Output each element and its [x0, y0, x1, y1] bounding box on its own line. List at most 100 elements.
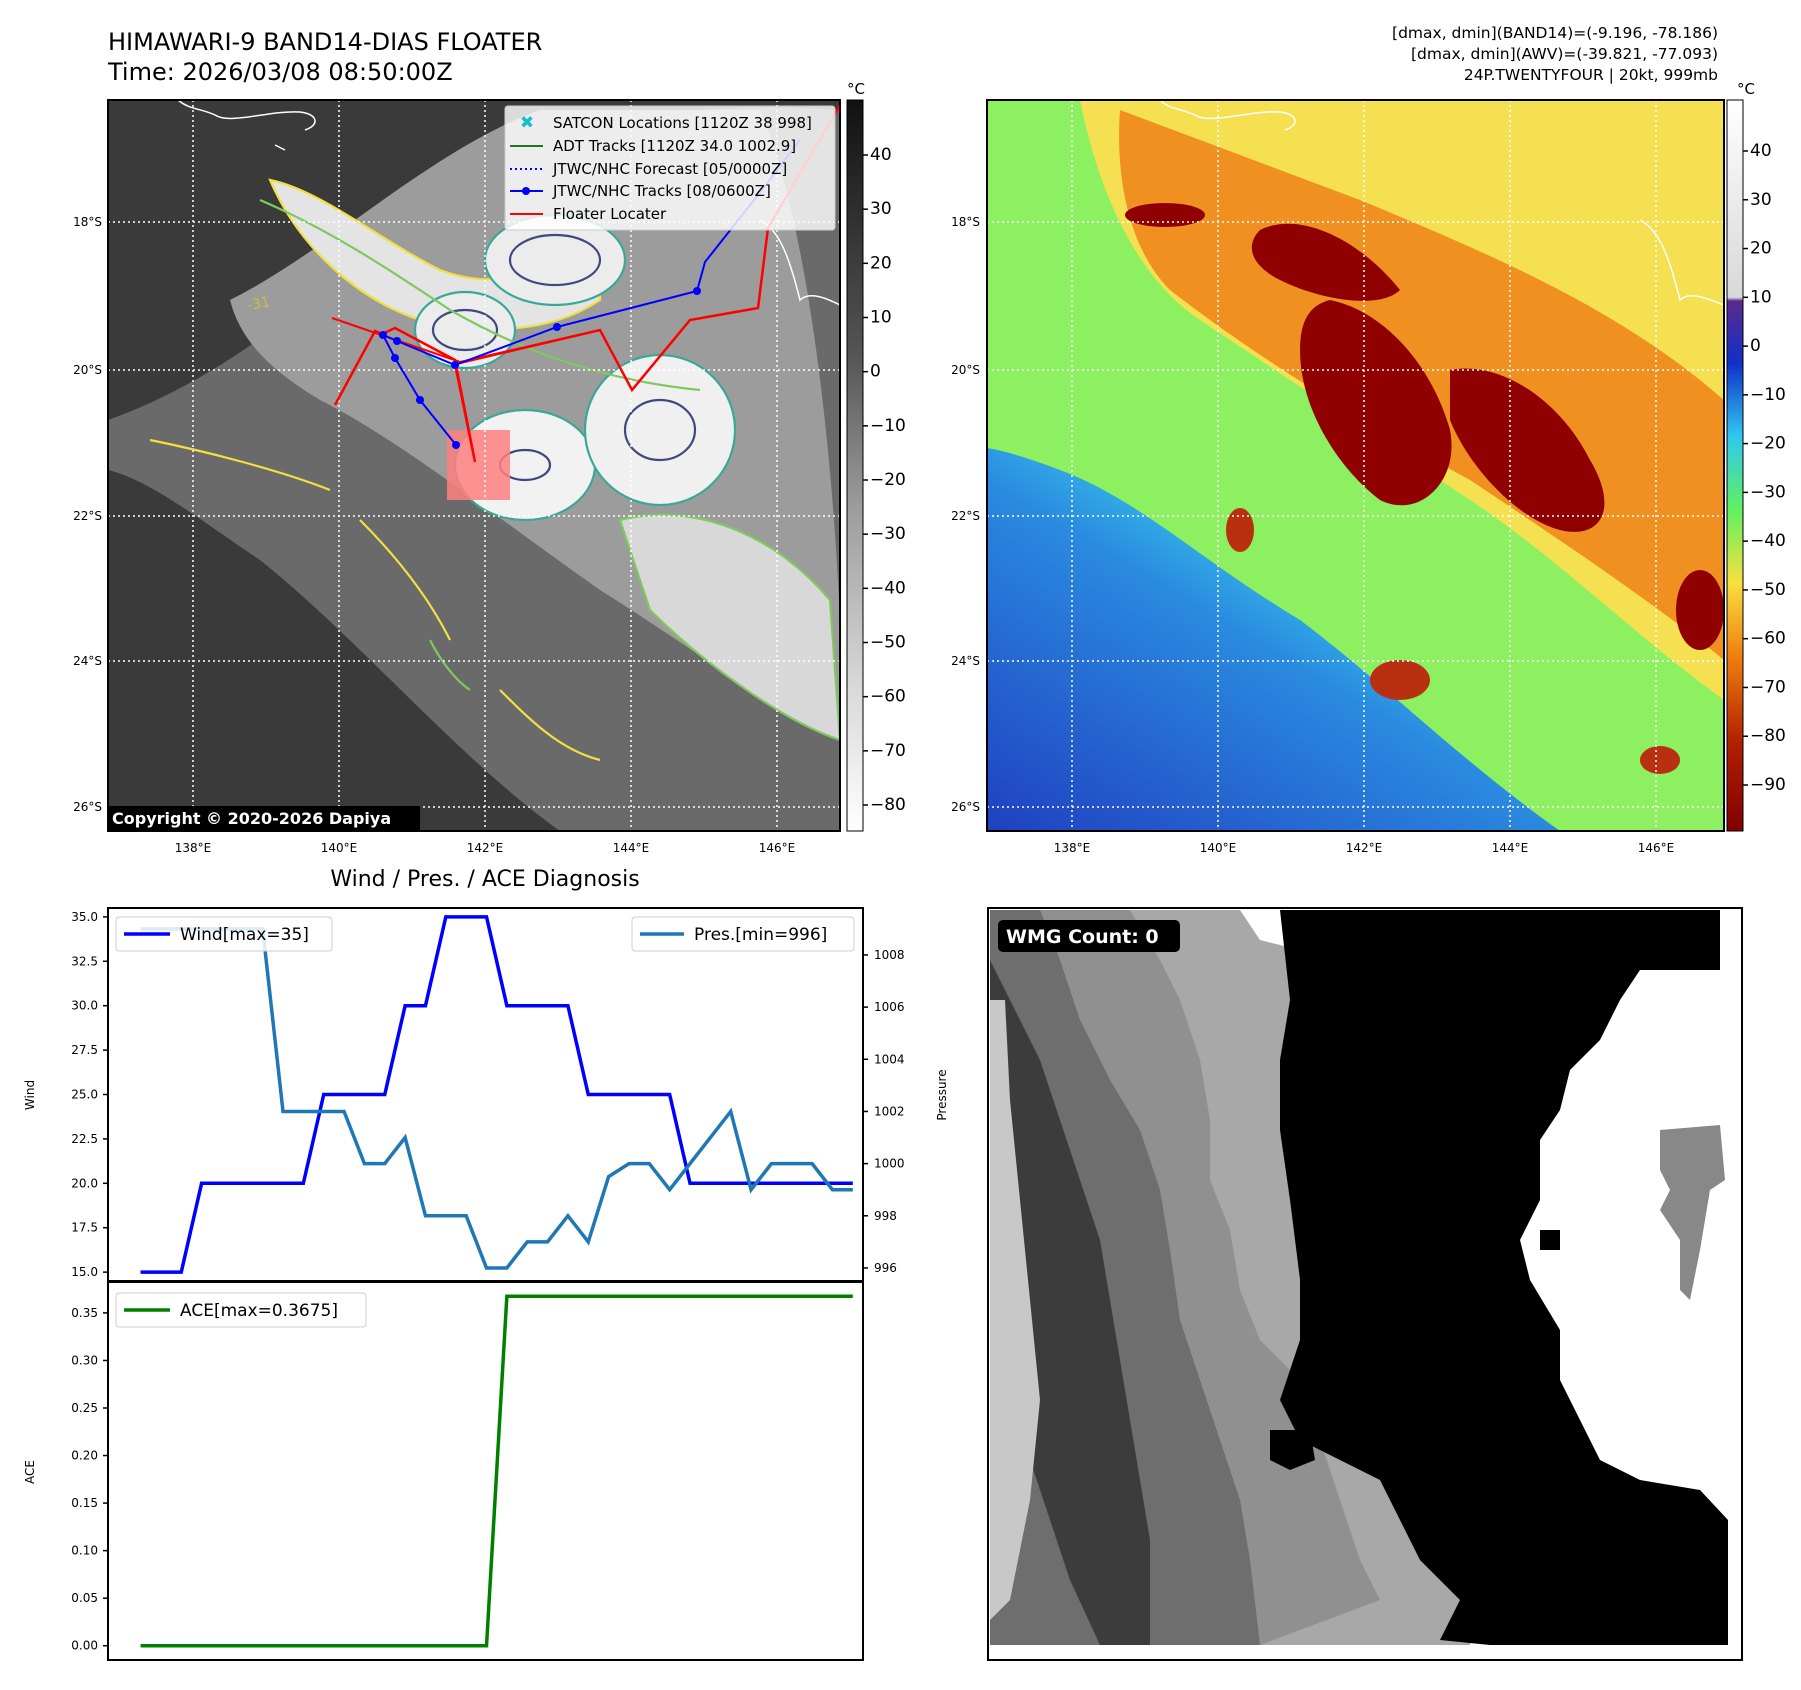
ir-colorbar-tick-label: −30	[870, 524, 906, 544]
legend-floater: Floater Locater	[553, 205, 667, 223]
ace-ylabel: ACE	[23, 1460, 37, 1484]
color-colorbar-tick-label: 10	[1750, 287, 1772, 307]
ace-series-line	[140, 1294, 853, 1648]
lon-tick: 142°E	[467, 841, 504, 855]
wind-tick-label: 27.5	[71, 1043, 98, 1057]
ir-colorbar-tick-label: 40	[870, 145, 892, 165]
ir-colorbar-tick-label: 20	[870, 253, 892, 273]
ace-axes: 0.35 0.30 0.25 0.20 0.15 0.10 0.05 0.00 ACE ACE…	[23, 1281, 864, 1661]
legend-jtwc-tracks: JTWC/NHC Tracks [08/0600Z]	[552, 182, 771, 200]
wmg-panel: WMG Count: 0	[987, 907, 1743, 1661]
color-axis-labels: 18°S 20°S 22°S 24°S 26°S 138°E 140°E 142…	[951, 215, 1674, 855]
ace-legend: ACE[max=0.3675]	[180, 1301, 338, 1321]
lon-tick: 138°E	[1054, 841, 1091, 855]
lat-tick: 20°S	[73, 363, 102, 377]
dmax-awv-text: [dmax, dmin](AWV)=(-39.821, -77.093)	[1411, 45, 1718, 63]
pres-tick-label: 998	[874, 1209, 897, 1223]
wind-tick-label: 35.0	[71, 910, 98, 924]
copyright-text: Copyright © 2020-2026 Dapiya	[112, 809, 391, 828]
ir-colorbar-tick-label: 0	[870, 362, 881, 382]
ir-colorbar-tick-label: 10	[870, 308, 892, 328]
lon-tick: 144°E	[613, 841, 650, 855]
color-colorbar-tick-label: −80	[1750, 726, 1786, 746]
lat-tick: 22°S	[951, 509, 980, 523]
ir-map-panel: -31	[107, 99, 841, 832]
floater-locater-line-2	[331, 317, 601, 364]
lat-tick: 20°S	[951, 363, 980, 377]
color-colorbar-tick-label: −40	[1750, 531, 1786, 551]
wmg-image	[990, 910, 1728, 1645]
pres-tick-label: 1000	[874, 1157, 905, 1171]
pres-tick-label: 1008	[874, 948, 905, 962]
ace-tick-label: 0.20	[71, 1449, 98, 1463]
lat-tick: 24°S	[73, 654, 102, 668]
color-colorbar-tick-label: −30	[1750, 482, 1786, 502]
color-colorbar-tick-label: −10	[1750, 385, 1786, 405]
wind-tick-label: 17.5	[71, 1221, 98, 1235]
ir-colorbar-tick-label: −50	[870, 633, 906, 653]
color-colorbar-tick-label: −60	[1750, 629, 1786, 649]
ir-legend: ✖ SATCON Locations [1120Z 38 998] ADT Tr…	[504, 105, 836, 231]
lon-tick: 146°E	[759, 841, 796, 855]
color-colorbar-tick-label: −70	[1750, 677, 1786, 697]
color-colorbar-tick-label: −50	[1750, 580, 1786, 600]
diag-title: Wind / Pres. / ACE Diagnosis	[330, 867, 639, 892]
wmg-count-label: WMG Count: 0	[1006, 926, 1159, 948]
legend-satcon: SATCON Locations [1120Z 38 998]	[553, 114, 812, 132]
lat-tick: 24°S	[951, 654, 980, 668]
legend-adt: ADT Tracks [1120Z 34.0 1002.9]	[553, 137, 796, 155]
ace-tick-label: 0.35	[71, 1306, 98, 1320]
wind-pres-axes: 35.0 32.5 30.0 27.5 25.0 22.5 20.0 17.5 15.0 100…	[23, 907, 949, 1282]
pres-legend: Pres.[min=996]	[694, 925, 827, 945]
ir-colorbar-unit: °C	[847, 80, 865, 98]
pres-tick-label: 1004	[874, 1052, 905, 1066]
legend-jtwc-forecast: JTWC/NHC Forecast [05/0000Z]	[552, 160, 787, 178]
lat-tick: 26°S	[73, 800, 102, 814]
main-title-line2: Time: 2026/03/08 08:50:00Z	[107, 58, 453, 86]
contour-label: -31	[246, 294, 271, 314]
main-title-line1: HIMAWARI-9 BAND14-DIAS FLOATER	[108, 28, 542, 56]
track-point	[416, 396, 424, 404]
color-colorbar: °C 40 30 20 10 0 −10 −20 −30 −40 −50 −60 −70 −80 −90	[1726, 80, 1786, 832]
ir-colorbar-tick-label: −70	[870, 741, 906, 761]
wind-legend: Wind[max=35]	[180, 925, 309, 945]
color-colorbar-tick-label: −20	[1750, 434, 1786, 454]
ace-tick-label: 0.25	[71, 1401, 98, 1415]
track-point	[452, 441, 460, 449]
track-point	[391, 354, 399, 362]
lat-tick: 22°S	[73, 509, 102, 523]
color-colorbar-tick-label: −90	[1750, 775, 1786, 795]
wind-tick-label: 20.0	[71, 1176, 98, 1190]
pres-tick-label: 996	[874, 1261, 897, 1275]
lat-tick: 18°S	[951, 215, 980, 229]
ir-colorbar-tick-label: −20	[870, 470, 906, 490]
lon-tick: 138°E	[175, 841, 212, 855]
color-colorbar-tick-label: 30	[1750, 190, 1772, 210]
lat-tick: 26°S	[951, 800, 980, 814]
wind-tick-label: 22.5	[71, 1132, 98, 1146]
track-point	[379, 331, 387, 339]
satcon-x-icon: ✖	[520, 113, 534, 133]
color-map-panel	[986, 99, 1725, 832]
storm-info-text: 24P.TWENTYFOUR | 20kt, 999mb	[1464, 66, 1718, 84]
lon-tick: 144°E	[1492, 841, 1529, 855]
pres-tick-label: 1006	[874, 1000, 905, 1014]
pres-tick-label: 1002	[874, 1104, 905, 1118]
ace-tick-label: 0.10	[71, 1544, 98, 1558]
wind-tick-label: 30.0	[71, 999, 98, 1013]
color-colorbar-tick-label: 20	[1750, 239, 1772, 259]
lat-tick: 18°S	[73, 215, 102, 229]
dmax-band14-text: [dmax, dmin](BAND14)=(-9.196, -78.186)	[1392, 24, 1718, 42]
ir-colorbar-tick-label: −60	[870, 687, 906, 707]
ir-colorbar-tick-label: 30	[870, 199, 892, 219]
ace-tick-label: 0.30	[71, 1353, 98, 1367]
pres-ylabel: Pressure	[935, 1069, 949, 1120]
wind-tick-label: 32.5	[71, 954, 98, 968]
ir-colorbar-tick-label: −10	[870, 416, 906, 436]
color-colorbar-unit: °C	[1737, 80, 1755, 98]
color-colorbar-tick-label: 0	[1750, 336, 1761, 356]
track-point	[393, 337, 401, 345]
ir-colorbar-tick-label: −80	[870, 795, 906, 815]
ace-tick-label: 0.00	[71, 1639, 98, 1653]
